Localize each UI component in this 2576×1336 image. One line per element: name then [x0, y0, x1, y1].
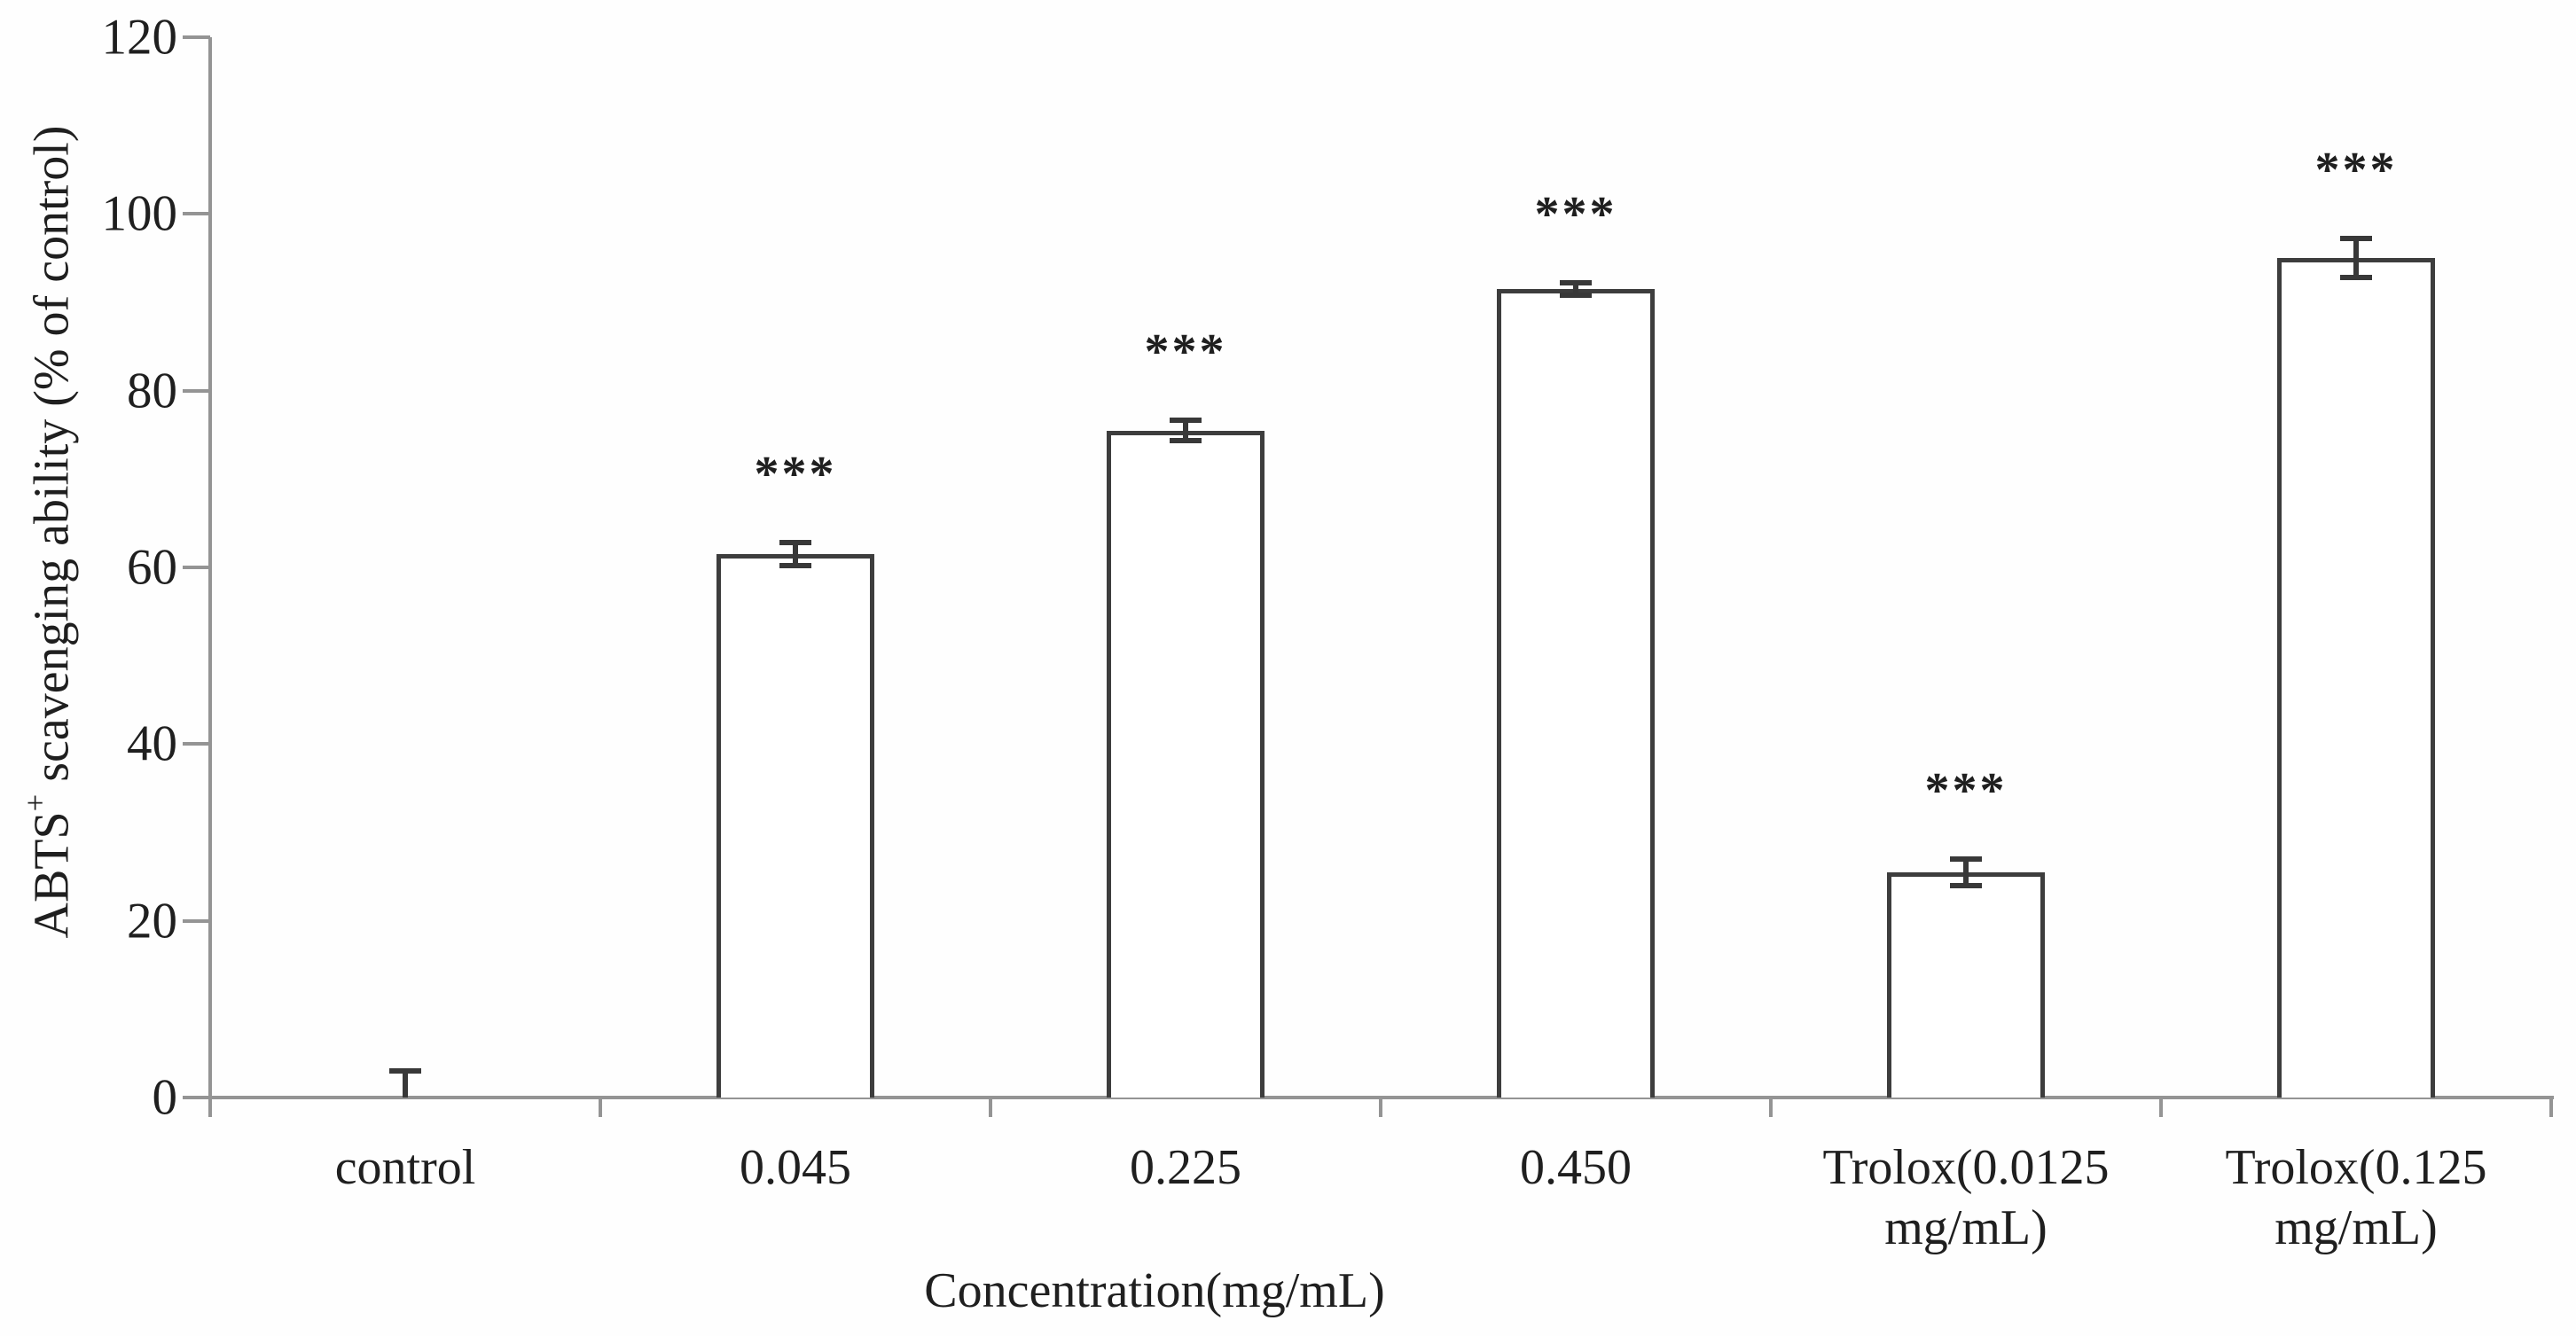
error-bar-top-cap — [1170, 417, 1202, 423]
x-tick — [989, 1098, 992, 1117]
error-bar-bottom-cap — [1560, 293, 1592, 299]
significance-label: *** — [754, 447, 837, 503]
error-bar-bottom-cap — [1950, 882, 1982, 888]
y-tick — [183, 742, 210, 746]
y-tick-label: 120 — [101, 9, 178, 66]
significance-label: *** — [1534, 187, 1617, 243]
y-tick-label: 20 — [127, 893, 177, 949]
y-axis — [208, 37, 212, 1117]
bar — [1497, 289, 1655, 1098]
significance-label: *** — [1924, 762, 2008, 818]
x-category-label: 0.225 — [1130, 1140, 1241, 1195]
x-axis-title: Concentration(mg/mL) — [924, 1263, 1385, 1318]
y-tick — [183, 566, 210, 569]
bar — [1107, 430, 1265, 1098]
significance-label: *** — [1144, 324, 1227, 379]
y-tick — [183, 35, 210, 39]
error-bar-top-cap — [1950, 856, 1982, 862]
y-tick — [183, 1096, 210, 1099]
error-bar-top-cap — [779, 540, 811, 546]
y-tick — [183, 212, 210, 216]
y-tick-label: 40 — [127, 715, 177, 772]
error-bar-top-cap — [2340, 236, 2372, 242]
y-axis-title-superscript: + — [18, 793, 53, 812]
x-tick — [1379, 1098, 1382, 1117]
error-bar-bottom-cap — [779, 563, 811, 568]
x-axis — [191, 1096, 2554, 1099]
error-bar — [1183, 419, 1188, 441]
y-tick-label: 0 — [152, 1069, 178, 1126]
error-bar — [2353, 238, 2359, 278]
error-bar — [1573, 283, 1578, 296]
significance-label: *** — [2314, 143, 2398, 199]
x-tick — [2549, 1098, 2553, 1117]
x-category-label: Trolox(0.125 mg/mL) — [2225, 1140, 2487, 1256]
bar — [1887, 871, 2045, 1098]
y-tick-label: 60 — [127, 539, 177, 596]
error-bar-bottom-cap — [1170, 438, 1202, 444]
error-bar-top-cap — [389, 1068, 421, 1074]
x-tick — [599, 1098, 602, 1117]
x-tick — [2159, 1098, 2163, 1117]
x-category-label: 0.045 — [740, 1140, 851, 1195]
x-tick — [1769, 1098, 1773, 1117]
error-bar-bottom-cap — [2340, 275, 2372, 281]
error-bar — [1963, 858, 1969, 886]
bar — [716, 554, 874, 1098]
x-category-label: 0.450 — [1520, 1140, 1632, 1195]
y-tick-label: 100 — [101, 185, 178, 242]
error-bar — [793, 543, 798, 566]
y-tick — [183, 388, 210, 393]
x-category-label: control — [334, 1140, 476, 1195]
error-bar-top-cap — [1560, 280, 1592, 286]
y-tick-label: 80 — [127, 363, 177, 419]
bar — [2277, 258, 2435, 1098]
y-axis-title: ABTS+ scavenging ability (% of control) — [18, 126, 81, 939]
y-tick — [183, 918, 210, 923]
x-category-label: Trolox(0.0125 mg/mL) — [1822, 1140, 2110, 1256]
error-bar — [403, 1071, 408, 1098]
